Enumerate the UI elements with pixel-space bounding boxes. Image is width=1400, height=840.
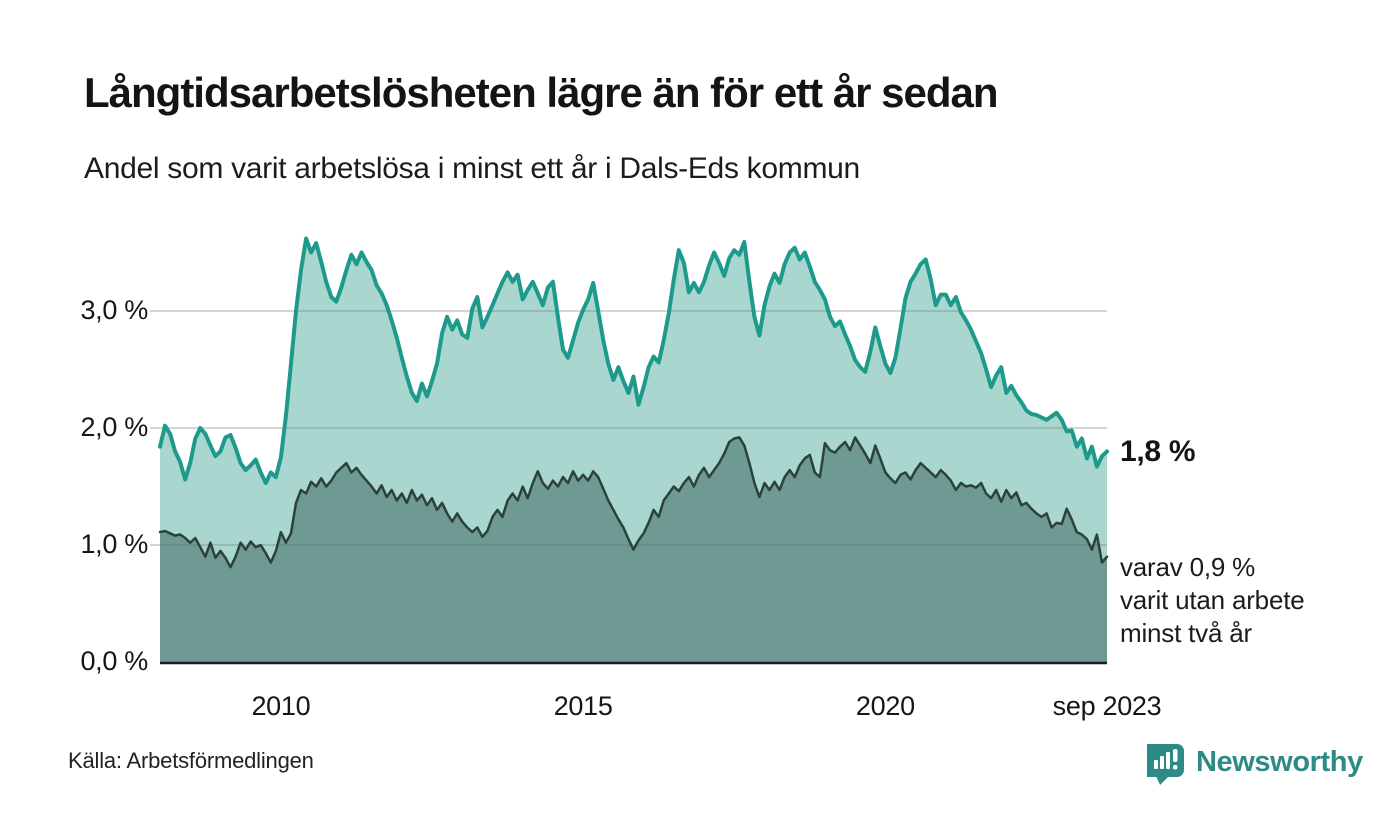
- x-tick-label: 2015: [553, 691, 613, 721]
- newsworthy-wordmark: Newsworthy: [1196, 746, 1363, 778]
- bar-chart-speech-bubble-icon: [1147, 744, 1184, 785]
- line-one-year: [158, 236, 1109, 485]
- source-note: Källa: Arbetsförmedlingen: [68, 748, 314, 773]
- latest-value-label: 1,8 %: [1120, 435, 1196, 469]
- two-year-annotation-line1: varav 0,9 %: [1120, 551, 1256, 582]
- y-tick-label: 2,0 %: [80, 412, 148, 442]
- page-title: Långtidsarbetslösheten lägre än för ett …: [84, 69, 999, 116]
- page-subtitle: Andel som varit arbetslösa i minst ett å…: [84, 152, 860, 185]
- two-year-annotation-line2: varit utan arbete: [1120, 584, 1305, 615]
- area-chart: [150, 236, 1109, 665]
- y-tick-label: 0,0 %: [80, 646, 148, 676]
- line-two-year: [158, 436, 1109, 569]
- y-tick-label: 1,0 %: [80, 529, 148, 559]
- y-tick-label: 3,0 %: [80, 295, 148, 325]
- two-year-annotation: varav 0,9 % varit utan arbete minst två …: [1120, 551, 1305, 650]
- x-tick-label: sep 2023: [1052, 691, 1162, 721]
- gridlines: [150, 310, 1107, 546]
- x-tick-label: 2020: [855, 691, 915, 721]
- x-tick-label: 2010: [251, 691, 311, 721]
- two-year-annotation-line3: minst två år: [1120, 617, 1252, 648]
- newsworthy-logo: Newsworthy: [1146, 741, 1363, 787]
